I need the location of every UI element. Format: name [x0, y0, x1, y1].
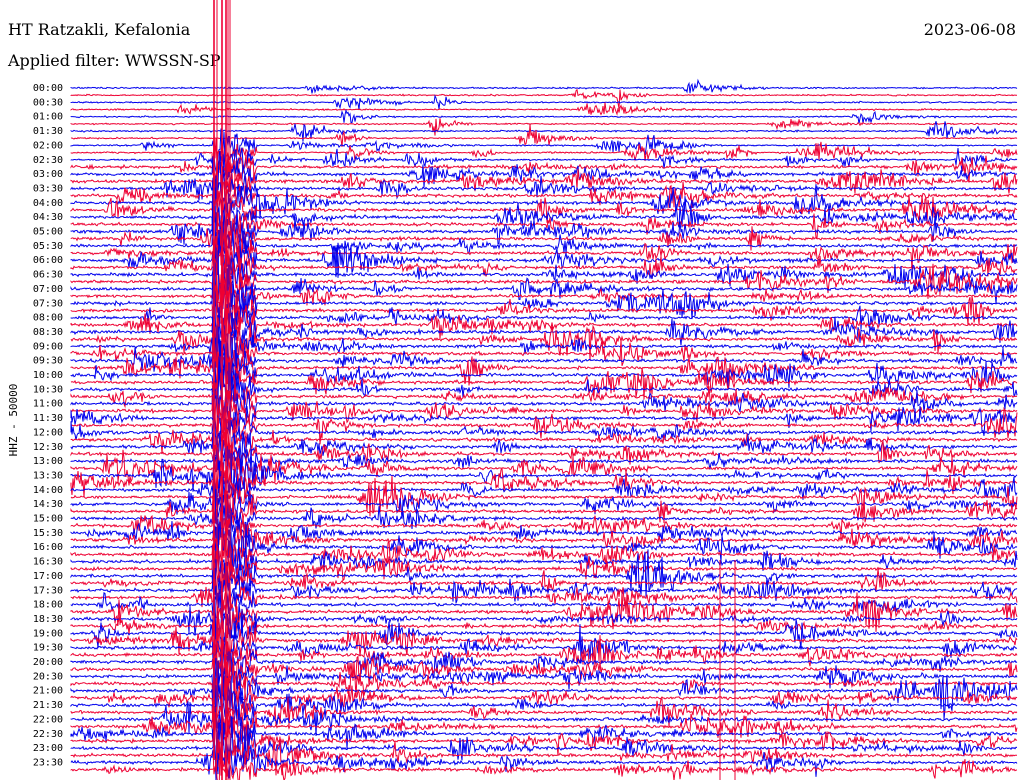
- time-tick-label: 12:00: [33, 427, 63, 438]
- time-tick-label: 02:00: [33, 140, 63, 151]
- filter-label: Applied filter: WWSSN-SP: [8, 51, 221, 70]
- time-tick-label: 22:30: [33, 729, 63, 740]
- time-tick-label: 20:00: [33, 657, 63, 668]
- time-tick-label: 10:00: [33, 370, 63, 381]
- time-tick-label: 18:30: [33, 614, 63, 625]
- time-tick-label: 06:00: [33, 255, 63, 266]
- time-tick-label: 06:30: [33, 270, 63, 281]
- time-tick-label: 09:30: [33, 356, 63, 367]
- time-tick-label: 15:30: [33, 528, 63, 539]
- time-tick-label: 09:00: [33, 341, 63, 352]
- trace-line: [70, 118, 1018, 136]
- station-title: HT Ratzakli, Kefalonia: [8, 20, 191, 39]
- time-tick-label: 11:00: [33, 399, 63, 410]
- time-tick-label: 01:30: [33, 126, 63, 137]
- time-tick-label: 17:00: [33, 571, 63, 582]
- trace-line: [70, 94, 1018, 110]
- time-tick-label: 07:30: [33, 298, 63, 309]
- trace-group: [70, 0, 1018, 780]
- time-tick-label: 00:00: [33, 83, 63, 94]
- time-tick-label: 03:30: [33, 183, 63, 194]
- trace-line: [70, 128, 1018, 161]
- y-axis-label: HHZ - 50000: [7, 384, 20, 457]
- time-tick-label: 16:30: [33, 557, 63, 568]
- trace-line: [70, 475, 1018, 517]
- time-tick-label: 04:30: [33, 212, 63, 223]
- time-tick-label: 08:00: [33, 313, 63, 324]
- time-tick-label: 04:00: [33, 198, 63, 209]
- time-tick-label: 14:30: [33, 499, 63, 510]
- time-tick-label: 21:30: [33, 700, 63, 711]
- time-tick-label: 05:00: [33, 227, 63, 238]
- time-tick-label: 08:30: [33, 327, 63, 338]
- time-tick-label: 03:00: [33, 169, 63, 180]
- time-tick-label: 00:30: [33, 97, 63, 108]
- time-tick-label: 20:30: [33, 671, 63, 682]
- date-label: 2023-06-08: [923, 20, 1016, 39]
- time-tick-label: 23:30: [33, 757, 63, 768]
- time-tick-label: 15:00: [33, 514, 63, 525]
- trace-line: [70, 88, 1017, 109]
- time-tick-label: 14:00: [33, 485, 63, 496]
- time-tick-label: 13:00: [33, 456, 63, 467]
- trace-line: [70, 406, 1018, 448]
- time-tick-label: 01:00: [33, 112, 63, 123]
- time-tick-label: 17:30: [33, 585, 63, 596]
- time-tick-label: 19:30: [33, 643, 63, 654]
- trace-line: [70, 108, 1018, 124]
- time-tick-label: 22:00: [33, 714, 63, 725]
- time-tick-label: 02:30: [33, 155, 63, 166]
- time-tick-label: 19:00: [33, 628, 63, 639]
- time-tick-label: 16:00: [33, 542, 63, 553]
- time-tick-label: 05:30: [33, 241, 63, 252]
- trace-line: [70, 78, 1018, 94]
- time-tick-label: 23:00: [33, 743, 63, 754]
- time-tick-label: 12:30: [33, 442, 63, 453]
- time-tick-label: 10:30: [33, 384, 63, 395]
- time-tick-label: 07:00: [33, 284, 63, 295]
- time-tick-label: 11:30: [33, 413, 63, 424]
- time-tick-label: 21:00: [33, 686, 63, 697]
- time-tick-label: 13:30: [33, 470, 63, 481]
- time-tick-label: 18:00: [33, 600, 63, 611]
- tick-label-group: 00:00 00:30 01:00 01:30 02:00 02:30 03:00 03:30…: [33, 83, 63, 768]
- trace-line: [70, 317, 1018, 385]
